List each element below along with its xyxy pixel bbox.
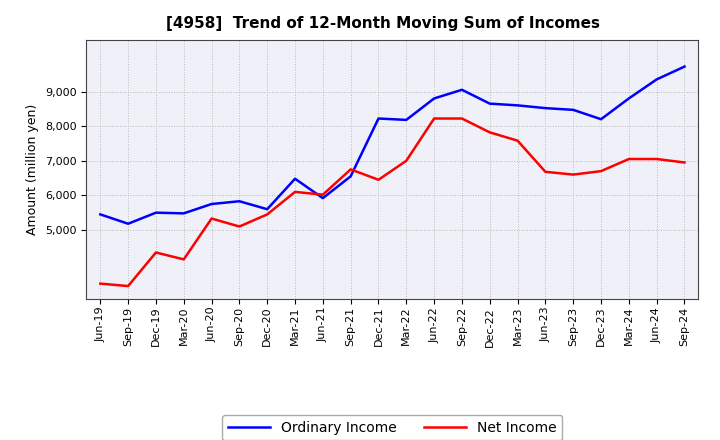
Ordinary Income	[680, 64, 689, 69]
Ordinary Income	[374, 116, 383, 121]
Net Income	[541, 169, 550, 175]
Net Income	[374, 177, 383, 183]
Net Income	[569, 172, 577, 177]
Net Income	[458, 116, 467, 121]
Net Income	[624, 156, 633, 161]
Net Income	[235, 224, 243, 229]
Net Income	[263, 212, 271, 217]
Line: Ordinary Income: Ordinary Income	[100, 66, 685, 224]
Ordinary Income	[179, 211, 188, 216]
Ordinary Income	[207, 202, 216, 207]
Net Income	[430, 116, 438, 121]
Ordinary Income	[291, 176, 300, 181]
Net Income	[597, 169, 606, 174]
Ordinary Income	[569, 107, 577, 113]
Ordinary Income	[541, 106, 550, 111]
Ordinary Income	[652, 77, 661, 82]
Ordinary Income	[458, 87, 467, 92]
Ordinary Income	[485, 101, 494, 106]
Ordinary Income	[96, 212, 104, 217]
Net Income	[207, 216, 216, 221]
Ordinary Income	[346, 174, 355, 179]
Ordinary Income	[597, 117, 606, 122]
Y-axis label: Amount (million yen): Amount (million yen)	[27, 104, 40, 235]
Net Income	[152, 250, 161, 255]
Net Income	[652, 156, 661, 161]
Net Income	[318, 192, 327, 197]
Net Income	[513, 138, 522, 143]
Ordinary Income	[430, 96, 438, 101]
Text: [4958]  Trend of 12-Month Moving Sum of Incomes: [4958] Trend of 12-Month Moving Sum of I…	[166, 16, 600, 32]
Ordinary Income	[318, 195, 327, 201]
Ordinary Income	[624, 96, 633, 101]
Ordinary Income	[235, 198, 243, 204]
Net Income	[291, 189, 300, 194]
Net Income	[346, 167, 355, 172]
Net Income	[485, 130, 494, 135]
Net Income	[179, 257, 188, 262]
Ordinary Income	[152, 210, 161, 215]
Net Income	[96, 281, 104, 286]
Line: Net Income: Net Income	[100, 118, 685, 286]
Ordinary Income	[124, 221, 132, 227]
Net Income	[680, 160, 689, 165]
Legend: Ordinary Income, Net Income: Ordinary Income, Net Income	[222, 415, 562, 440]
Net Income	[124, 283, 132, 289]
Ordinary Income	[263, 206, 271, 212]
Ordinary Income	[513, 103, 522, 108]
Net Income	[402, 158, 410, 163]
Ordinary Income	[402, 117, 410, 123]
